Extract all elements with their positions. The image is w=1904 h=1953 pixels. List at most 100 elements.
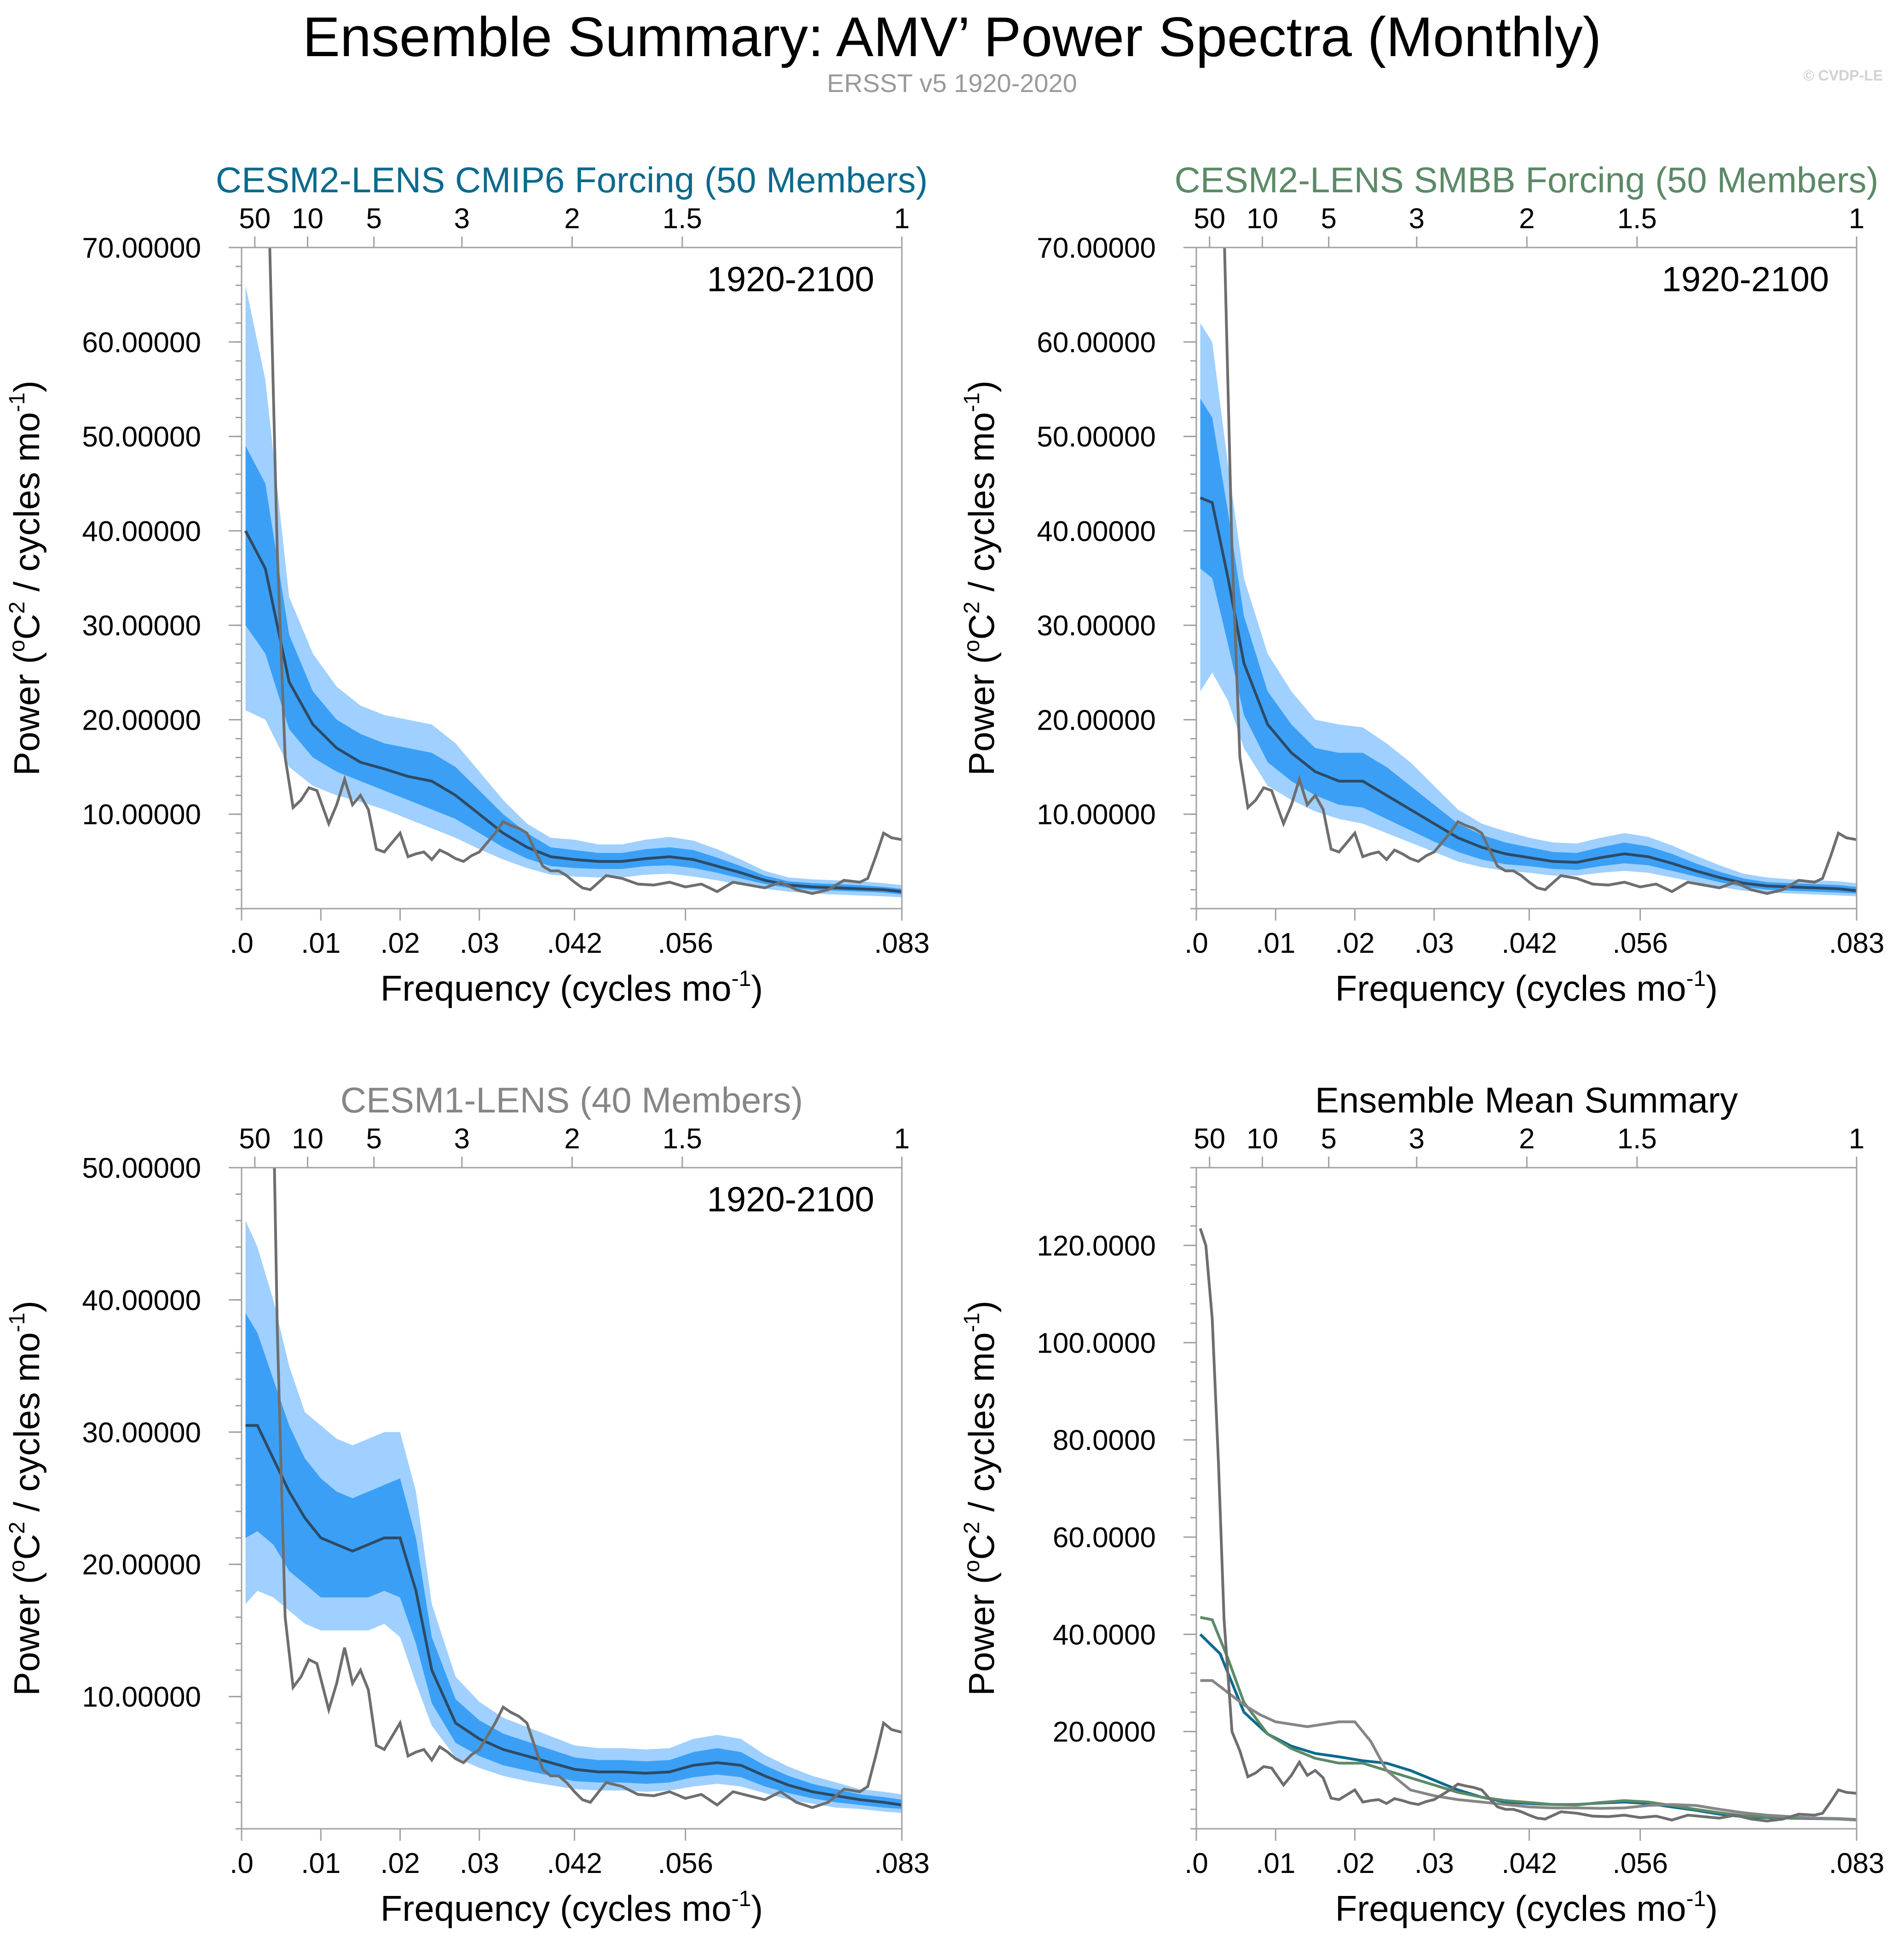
period-tick-label: 3 (1409, 203, 1425, 235)
y-axis-label-text: C (6, 614, 47, 639)
panel-title: CESM2-LENS CMIP6 Forcing (50 Members) (216, 160, 928, 200)
y-axis-label-text: / cycles mo (6, 1332, 47, 1522)
period-tick-label: 10 (1246, 1123, 1278, 1155)
x-axis-label-tail: ) (1706, 1888, 1718, 1929)
y-tick-label: 40.00000 (82, 1285, 201, 1316)
band-outer-cesm1 (245, 1221, 902, 1813)
y-axis-label-sup: o (5, 1560, 29, 1573)
period-tick-label: 1.5 (663, 203, 702, 235)
y-axis-label-sup: -1 (5, 1313, 29, 1332)
x-tick-label: .056 (658, 928, 713, 959)
x-axis-label-tail: ) (1706, 968, 1718, 1008)
y-axis-label-tail: ) (6, 380, 47, 392)
x-tick-label: .02 (380, 1848, 420, 1879)
y-tick-label: 30.00000 (1037, 610, 1156, 642)
period-tick-label: 2 (564, 1123, 580, 1155)
x-tick-label: .03 (460, 928, 499, 959)
y-tick-label: 100.0000 (1037, 1327, 1156, 1359)
period-tick-label: 50 (239, 203, 271, 235)
band-inner-smbb (1200, 398, 1857, 894)
x-tick-label: .02 (1335, 1848, 1374, 1879)
period-tick-label: 1.5 (1617, 1123, 1657, 1155)
plot-frame (1195, 247, 1858, 910)
y-tick-label: 10.00000 (1037, 799, 1156, 831)
y-tick-label: 40.00000 (82, 516, 201, 547)
x-tick-label: .056 (1612, 1848, 1668, 1879)
x-tick-label: .0 (230, 928, 254, 959)
y-axis-label-text: C (6, 1534, 47, 1560)
y-axis-label-text: Power ( (961, 652, 1002, 776)
period-tick-label: 1 (1849, 1123, 1864, 1155)
period-tick-label: 5 (1321, 203, 1336, 235)
period-tick-label: 1 (894, 1123, 910, 1155)
y-axis-label-text: C (961, 1534, 1002, 1560)
x-axis-label-text: Frequency (cycles mo (1335, 968, 1686, 1008)
x-axis-label-text: Frequency (cycles mo (381, 968, 732, 1008)
panel-smbb: 10.00000 20.00000 30.00000 40.00000 50.00000… (960, 160, 1884, 1008)
panel-cmip6: 10.00000 20.00000 30.00000 40.00000 50.00000… (5, 160, 929, 1008)
x-tick-label: .083 (874, 928, 930, 959)
period-tick-label: 3 (1409, 1123, 1425, 1155)
y-axis-label: Power (oC2 / cycles mo-1) (5, 380, 47, 776)
y-axis-label-text: Power ( (961, 1572, 1002, 1696)
period-tick-label: 10 (292, 1123, 323, 1155)
panel-title: CESM1-LENS (40 Members) (340, 1080, 803, 1120)
band-inner-cesm1 (245, 1313, 902, 1809)
period-tick-label: 50 (1194, 203, 1225, 235)
period-range-label: 1920-2100 (707, 1180, 874, 1219)
x-tick-label: .083 (874, 1848, 930, 1879)
x-tick-label: .01 (301, 1848, 340, 1879)
x-tick-label: .056 (1612, 928, 1668, 959)
y-axis-label-tail: ) (6, 1301, 47, 1313)
ensemble-mean-line-smbb (1200, 496, 1857, 892)
period-range-label: 1920-2100 (1662, 260, 1829, 299)
obs-line-cmip6 (268, 248, 902, 895)
panel-cesm1: 10.00000 20.00000 30.00000 40.00000 50.00000… (5, 1080, 930, 1929)
y-tick-label: 40.00000 (1037, 516, 1156, 547)
series-line-cesm1 (1200, 1679, 1857, 1821)
plot-area (1199, 1228, 1857, 1823)
plot-frame (241, 247, 903, 910)
y-axis-label-sup: o (5, 640, 29, 652)
y-axis-label: Power (oC2 / cycles mo-1) (5, 1301, 47, 1696)
x-tick-label: .02 (1335, 928, 1374, 959)
x-tick-label: .01 (301, 928, 340, 959)
subtitle: ERSST v5 1920-2020 (827, 69, 1077, 98)
period-tick-label: 1.5 (1617, 203, 1657, 235)
y-axis-label-sup: 2 (5, 1521, 29, 1534)
y-axis-label-sup: 2 (5, 601, 29, 614)
period-tick-label: 2 (1519, 203, 1535, 235)
y-tick-label: 40.0000 (1053, 1619, 1156, 1651)
y-tick-label: 20.00000 (82, 1549, 201, 1581)
y-tick-label: 30.00000 (82, 610, 201, 642)
y-axis-label-tail: ) (961, 1301, 1002, 1313)
plot-frame (1195, 1167, 1858, 1830)
x-axis-label: Frequency (cycles mo-1) (1335, 967, 1718, 1008)
period-tick-label: 5 (366, 1123, 381, 1155)
period-tick-label: 10 (292, 203, 323, 235)
x-tick-label: .03 (1414, 928, 1454, 959)
period-tick-label: 2 (564, 203, 580, 235)
period-tick-label: 50 (239, 1123, 271, 1155)
ensemble-mean-line-cesm1 (245, 1424, 902, 1807)
x-tick-label: .0 (230, 1848, 254, 1879)
x-tick-label: .042 (1501, 1848, 1557, 1879)
period-tick-label: 3 (454, 1123, 470, 1155)
x-tick-label: .03 (460, 1848, 499, 1879)
period-tick-label: 3 (454, 203, 470, 235)
plot-area (1200, 248, 1857, 897)
period-range-label: 1920-2100 (707, 260, 874, 299)
series-line-smbb (1200, 1616, 1857, 1821)
period-tick-label: 10 (1246, 203, 1278, 235)
y-axis-label-sup: 2 (960, 1521, 984, 1534)
period-tick-label: 1 (894, 203, 910, 235)
plot-area (245, 1168, 902, 1813)
y-axis-label-sup: -1 (960, 392, 984, 412)
main-title: Ensemble Summary: AMV’ Power Spectra (Mo… (302, 6, 1602, 68)
x-tick-label: .0 (1184, 928, 1208, 959)
y-axis-label-sup: -1 (5, 392, 29, 412)
x-tick-label: .042 (1501, 928, 1557, 959)
x-tick-label: .03 (1414, 1848, 1454, 1879)
y-axis-label-text: / cycles mo (961, 412, 1002, 602)
